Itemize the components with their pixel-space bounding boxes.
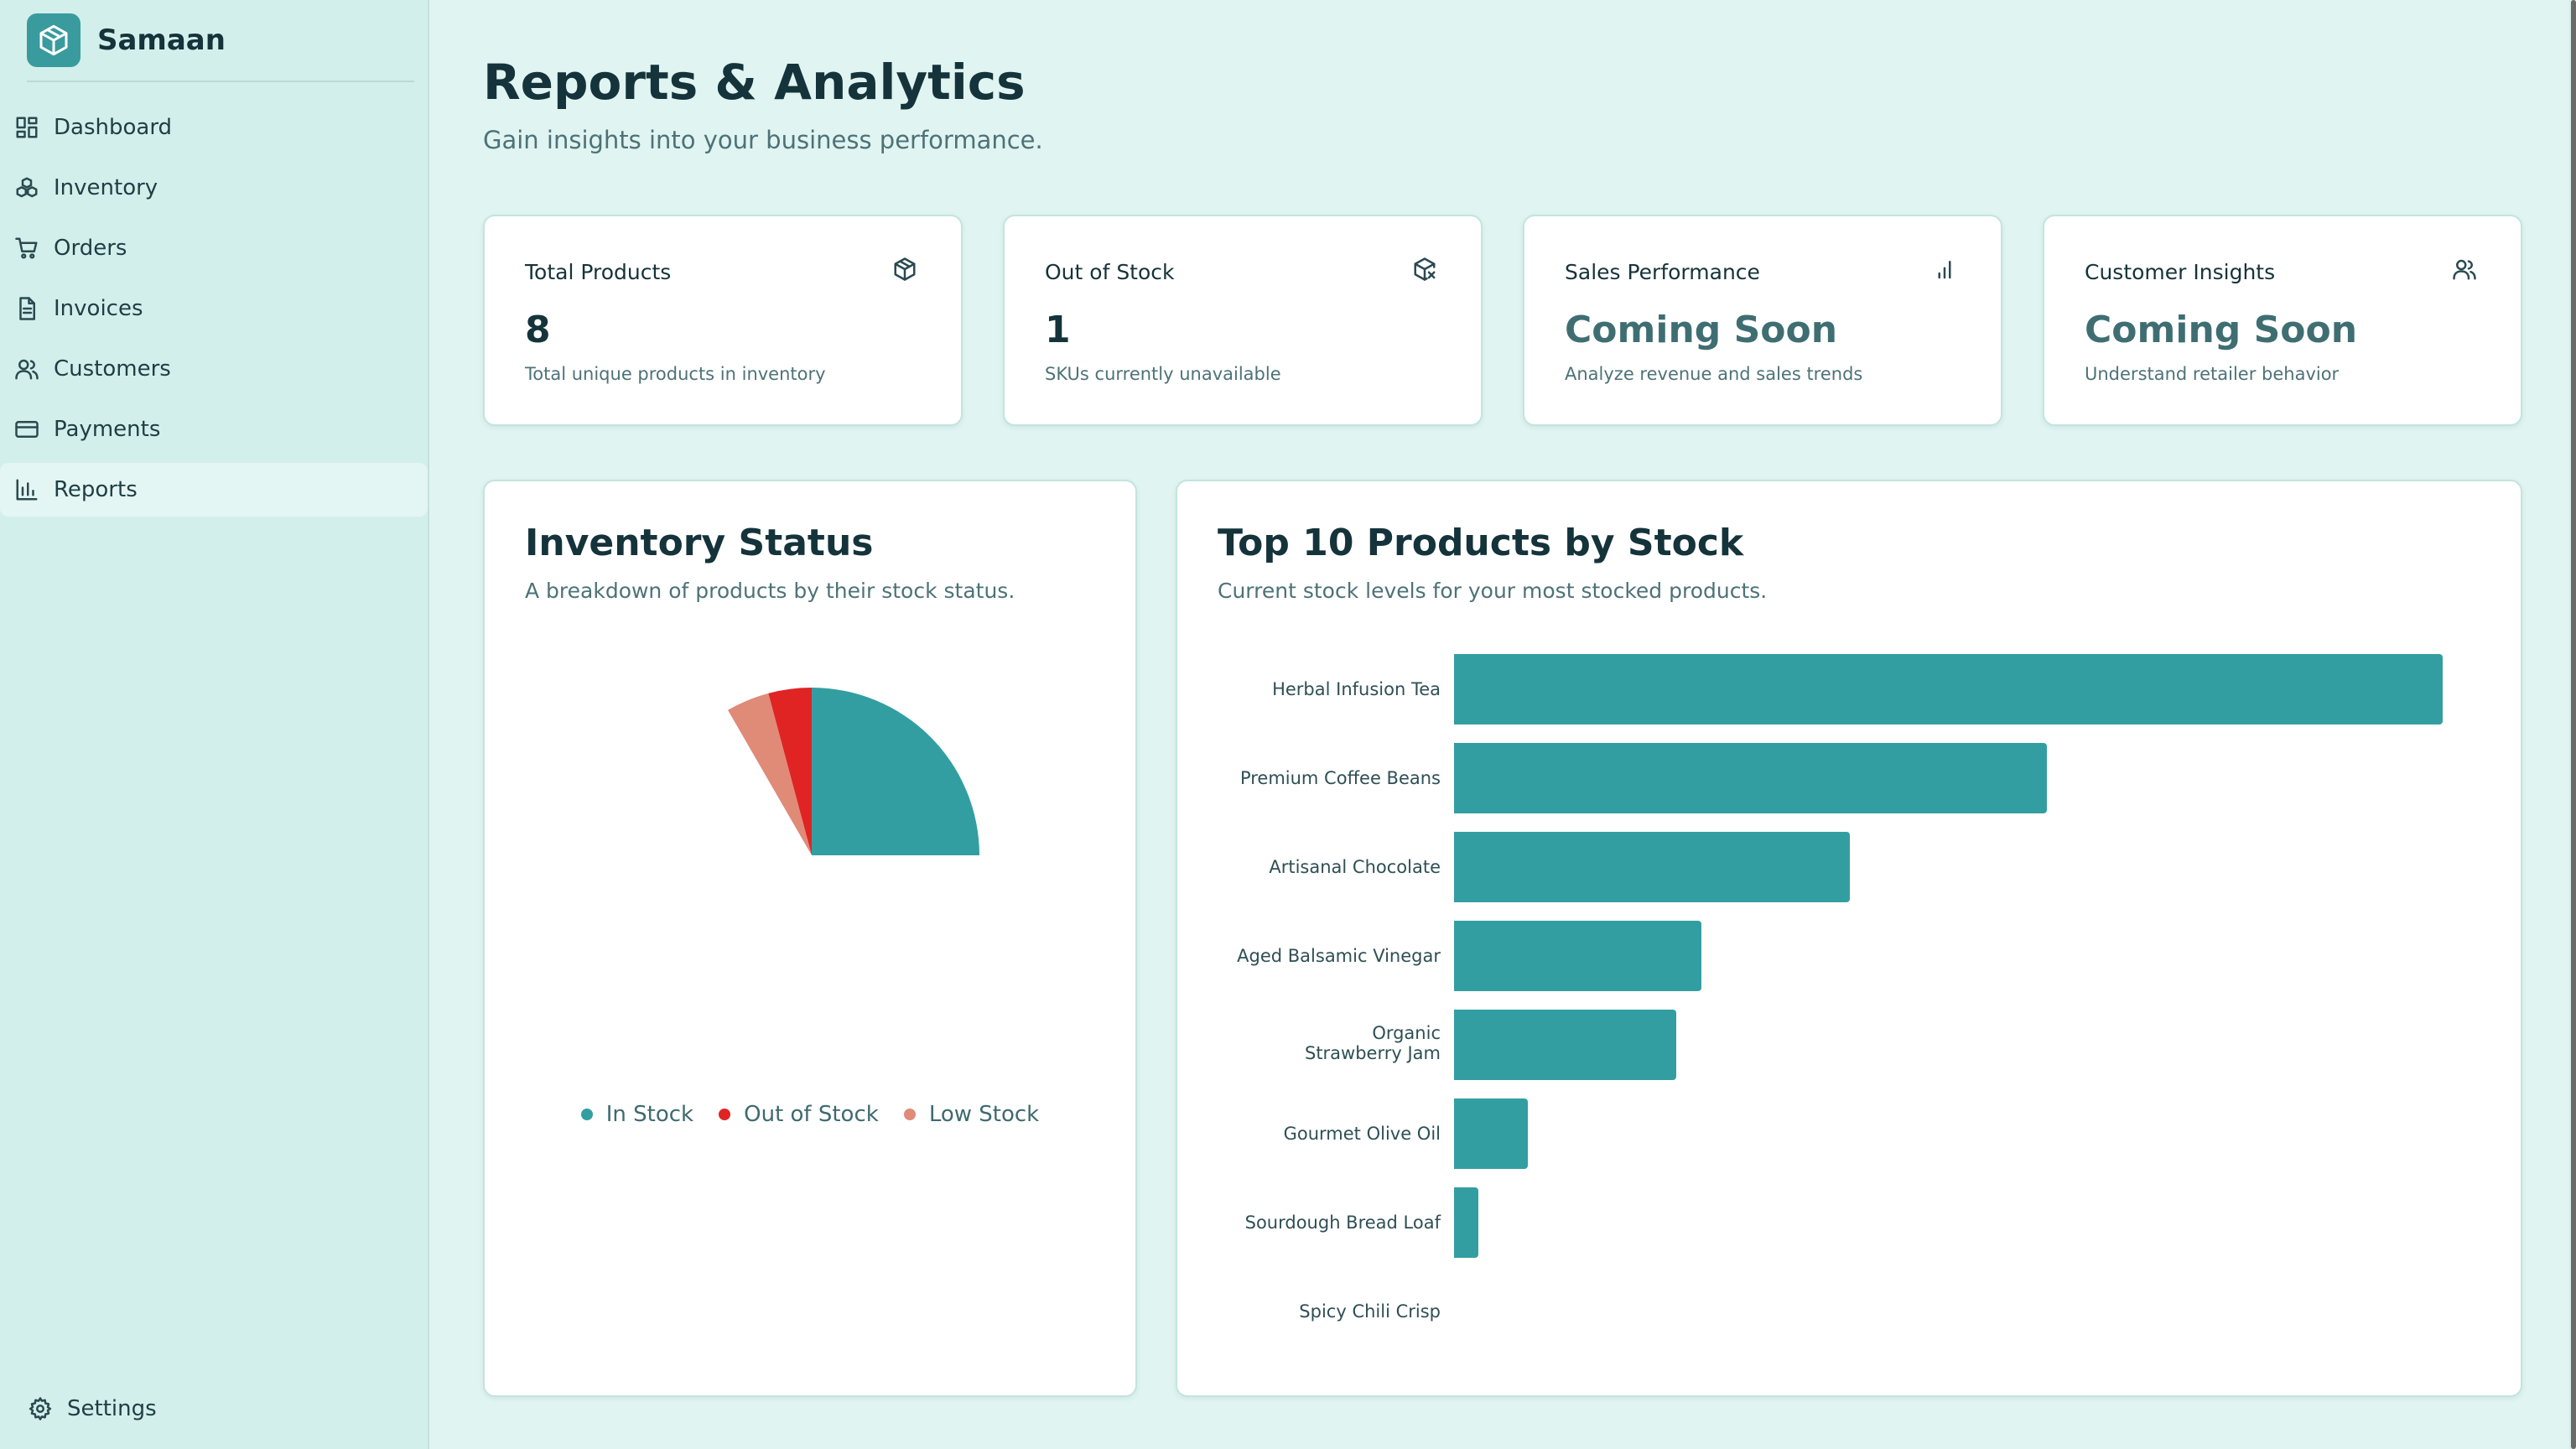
stat-value: Coming Soon	[1565, 309, 1838, 351]
stat-label: Total Products	[525, 260, 672, 284]
bar[interactable]	[1454, 1098, 1529, 1169]
legend-item-out-of-stock[interactable]: Out of Stock	[719, 1102, 879, 1127]
panel-title: Top 10 Products by Stock	[1218, 522, 1744, 564]
bar[interactable]	[1454, 1010, 1677, 1080]
bar-label: Spicy Chili Crisp	[1299, 1301, 1441, 1322]
stat-card-sales-performance: Sales Performance Coming Soon Analyze re…	[1523, 215, 2002, 426]
boxes-icon	[13, 174, 40, 201]
sidebar-item-label: Invoices	[54, 296, 143, 321]
stat-label: Out of Stock	[1045, 260, 1175, 284]
stat-description: Total unique products in inventory	[525, 364, 826, 384]
stat-description: Understand retailer behavior	[2085, 364, 2340, 384]
bar-chart-icon	[13, 476, 40, 503]
bar-label: Gourmet Olive Oil	[1283, 1124, 1441, 1144]
stat-description: Analyze revenue and sales trends	[1565, 364, 1863, 384]
scrollbar-thumb[interactable]	[2571, 0, 2576, 1449]
sidebar-item-dashboard[interactable]: Dashboard	[0, 101, 428, 154]
page-title: Reports & Analytics	[483, 54, 1026, 111]
bar-label: Organic Strawberry Jam	[1304, 1023, 1441, 1063]
bar-label: Aged Balsamic Vinegar	[1237, 946, 1441, 966]
stat-value: 1	[1045, 309, 1071, 351]
sidebar-item-label: Orders	[54, 236, 127, 261]
sidebar: Samaan Dashboard Inventory Orders Invoi	[0, 0, 429, 1449]
legend-item-in-stock[interactable]: In Stock	[580, 1102, 694, 1127]
sidebar-item-label: Dashboard	[54, 115, 173, 140]
panel-title: Inventory Status	[525, 522, 874, 564]
bar[interactable]	[1454, 921, 1701, 991]
sidebar-item-customers[interactable]: Customers	[0, 342, 428, 396]
bar-label: Premium Coffee Beans	[1239, 768, 1441, 788]
gear-icon	[27, 1395, 54, 1422]
sidebar-nav: Dashboard Inventory Orders Invoices Cust…	[0, 94, 428, 523]
stat-card-out-of-stock: Out of Stock 1 SKUs currently unavailabl…	[1003, 215, 1483, 426]
bar[interactable]	[1454, 654, 2444, 724]
legend-label: Low Stock	[928, 1102, 1040, 1127]
pie-legend: In Stock Out of Stock Low Stock	[485, 1102, 1135, 1127]
pie-slice-low-stock[interactable]	[728, 693, 812, 855]
sidebar-item-reports[interactable]: Reports	[0, 463, 428, 517]
pie-slice-in-stock[interactable]	[812, 688, 979, 855]
card-icon	[13, 416, 40, 443]
signal-icon	[1932, 257, 1961, 285]
top-products-bar-chart: Herbal Infusion Tea Premium Coffee Beans A…	[1177, 481, 2521, 1395]
bar-label: Artisanal Chocolate	[1269, 857, 1441, 877]
bar[interactable]	[1454, 832, 1850, 902]
stat-label: Sales Performance	[1565, 260, 1760, 284]
stat-label: Customer Insights	[2085, 260, 2276, 284]
settings-label: Settings	[67, 1396, 157, 1421]
bar[interactable]	[1454, 743, 2048, 813]
sidebar-item-settings[interactable]: Settings	[27, 1382, 157, 1436]
stat-description: SKUs currently unavailable	[1045, 364, 1281, 384]
sidebar-item-orders[interactable]: Orders	[0, 221, 428, 275]
stat-card-total-products: Total Products 8 Total unique products i…	[483, 215, 963, 426]
bar[interactable]	[1454, 1187, 1479, 1258]
sidebar-item-inventory[interactable]: Inventory	[0, 161, 428, 215]
page-subtitle: Gain insights into your business perform…	[483, 126, 1043, 154]
legend-dot	[580, 1109, 593, 1120]
inventory-pie-chart	[728, 688, 979, 855]
stat-card-customer-insights: Customer Insights Coming Soon Understand…	[2043, 215, 2522, 426]
panel-subtitle: Current stock levels for your most stock…	[1218, 579, 1768, 603]
sidebar-item-label: Payments	[54, 417, 161, 442]
legend-label: Out of Stock	[744, 1102, 879, 1127]
package-x-icon	[1412, 257, 1441, 285]
brand-divider	[27, 80, 414, 82]
package-logo-icon	[27, 13, 80, 67]
brand-name: Samaan	[97, 23, 226, 57]
panel-subtitle: A breakdown of products by their stock s…	[525, 579, 1015, 603]
brand[interactable]: Samaan	[27, 13, 226, 67]
stat-value: Coming Soon	[2085, 309, 2358, 351]
legend-item-low-stock[interactable]: Low Stock	[903, 1102, 1040, 1127]
users-icon	[13, 356, 40, 382]
legend-dot	[903, 1109, 916, 1120]
pie-slice-out-of-stock[interactable]	[768, 688, 812, 855]
dashboard-icon	[13, 114, 40, 141]
sidebar-item-label: Customers	[54, 356, 171, 382]
bar-label: Sourdough Bread Loaf	[1244, 1213, 1441, 1233]
cart-icon	[13, 235, 40, 262]
sidebar-item-label: Reports	[54, 477, 138, 502]
legend-dot	[719, 1109, 731, 1120]
inventory-status-panel: Inventory Status A breakdown of products…	[483, 480, 1137, 1397]
package-icon	[892, 257, 921, 285]
users-icon	[2452, 257, 2480, 285]
bar-label: Herbal Infusion Tea	[1272, 679, 1441, 699]
sidebar-item-payments[interactable]: Payments	[0, 402, 428, 456]
sidebar-item-label: Inventory	[54, 175, 158, 200]
sidebar-item-invoices[interactable]: Invoices	[0, 282, 428, 335]
stat-value: 8	[525, 309, 551, 351]
legend-label: In Stock	[605, 1102, 694, 1127]
document-icon	[13, 295, 40, 322]
top-products-panel: Top 10 Products by Stock Current stock l…	[1176, 480, 2522, 1397]
